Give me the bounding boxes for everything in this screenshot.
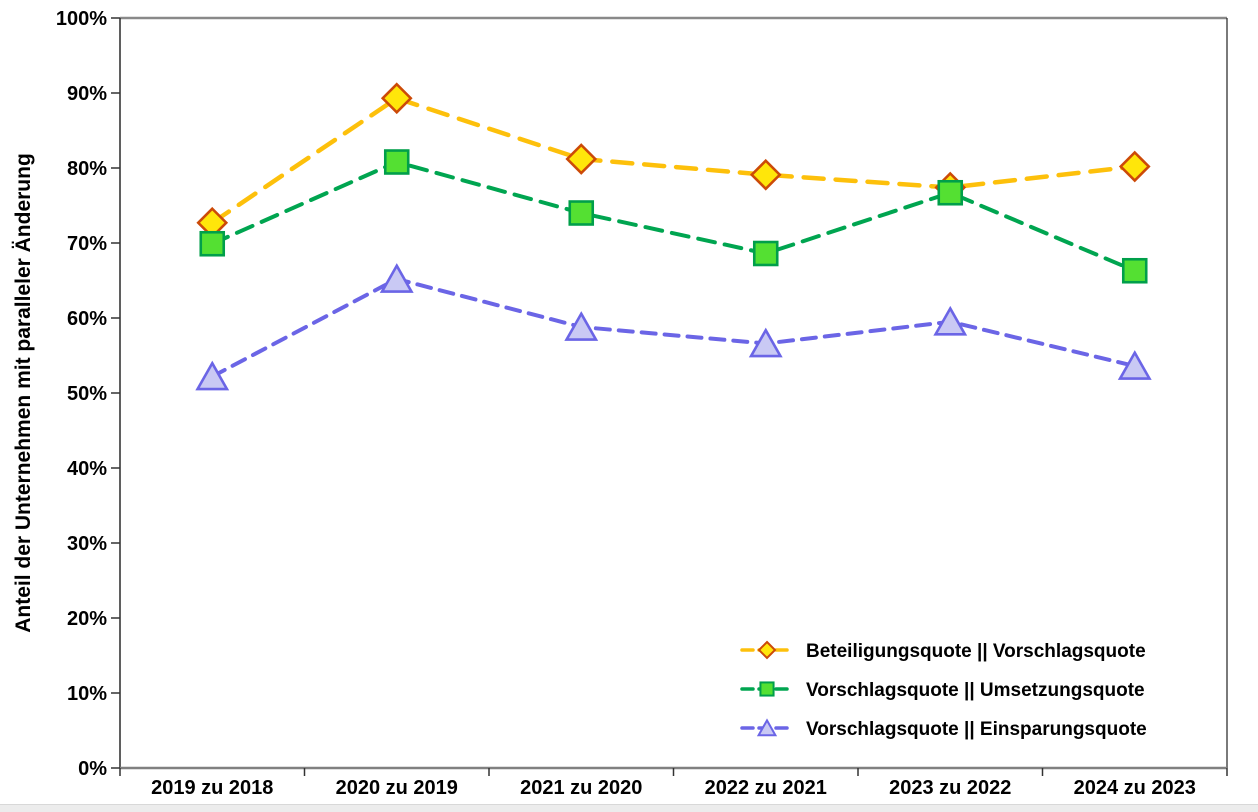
legend: Beteiligungsquote || Vorschlagsquote Vors… <box>740 640 1147 740</box>
series-line-2 <box>210 276 1137 379</box>
legend-item: Vorschlagsquote || Umsetzungsquote <box>740 680 1145 701</box>
triangle-marker <box>748 327 783 358</box>
x-axis-label: 2019 zu 2018 <box>151 777 273 799</box>
x-axis-label: 2024 zu 2023 <box>1074 777 1196 799</box>
legend-label: Vorschlagsquote || Umsetzungsquote <box>806 680 1145 701</box>
square-marker <box>568 200 595 226</box>
square-marker <box>937 179 964 206</box>
triangle-marker <box>1117 350 1152 380</box>
y-tick-label: 10% <box>67 683 107 705</box>
y-tick-label: 60% <box>67 308 107 330</box>
x-axis-label: 2021 zu 2020 <box>520 777 642 799</box>
x-axis-label: 2020 zu 2019 <box>336 777 458 799</box>
square-marker <box>1121 257 1148 284</box>
square-marker <box>199 230 226 257</box>
diamond-marker <box>380 82 413 115</box>
x-axis-label: 2023 zu 2022 <box>889 777 1011 799</box>
triangle-marker <box>564 311 599 341</box>
series-1 <box>199 149 1148 284</box>
y-tick-label: 90% <box>67 83 107 105</box>
diamond-marker <box>1118 150 1151 183</box>
y-tick-label: 20% <box>67 608 107 630</box>
series-0 <box>196 82 1151 239</box>
y-tick-label: 80% <box>67 158 107 180</box>
bottom-strip <box>0 804 1258 812</box>
legend-item: Beteiligungsquote || Vorschlagsquote <box>740 640 1146 662</box>
legend-triangle-icon <box>756 718 778 737</box>
y-tick-label: 100% <box>56 8 107 30</box>
triangle-marker <box>933 305 968 336</box>
x-axis-label: 2022 zu 2021 <box>705 777 827 799</box>
diamond-marker <box>749 158 782 191</box>
legend-diamond-icon <box>757 640 777 660</box>
y-tick-label: 70% <box>67 233 107 255</box>
diamond-marker <box>565 143 598 175</box>
square-marker <box>752 240 779 267</box>
y-tick-label: 30% <box>67 533 107 555</box>
series-line-0 <box>210 95 1137 225</box>
legend-square-icon <box>759 681 775 697</box>
series-2 <box>195 263 1152 391</box>
y-tick-label: 50% <box>67 383 107 405</box>
series-line-1 <box>210 159 1137 273</box>
legend-label: Vorschlagsquote || Einsparungsquote <box>806 719 1147 740</box>
y-tick-label: 0% <box>78 758 107 780</box>
square-marker <box>383 149 410 175</box>
triangle-marker <box>379 263 414 293</box>
triangle-marker <box>195 360 230 391</box>
y-tick-label: 40% <box>67 458 107 480</box>
legend-label: Beteiligungsquote || Vorschlagsquote <box>806 641 1146 662</box>
legend-item: Vorschlagsquote || Einsparungsquote <box>740 718 1147 740</box>
